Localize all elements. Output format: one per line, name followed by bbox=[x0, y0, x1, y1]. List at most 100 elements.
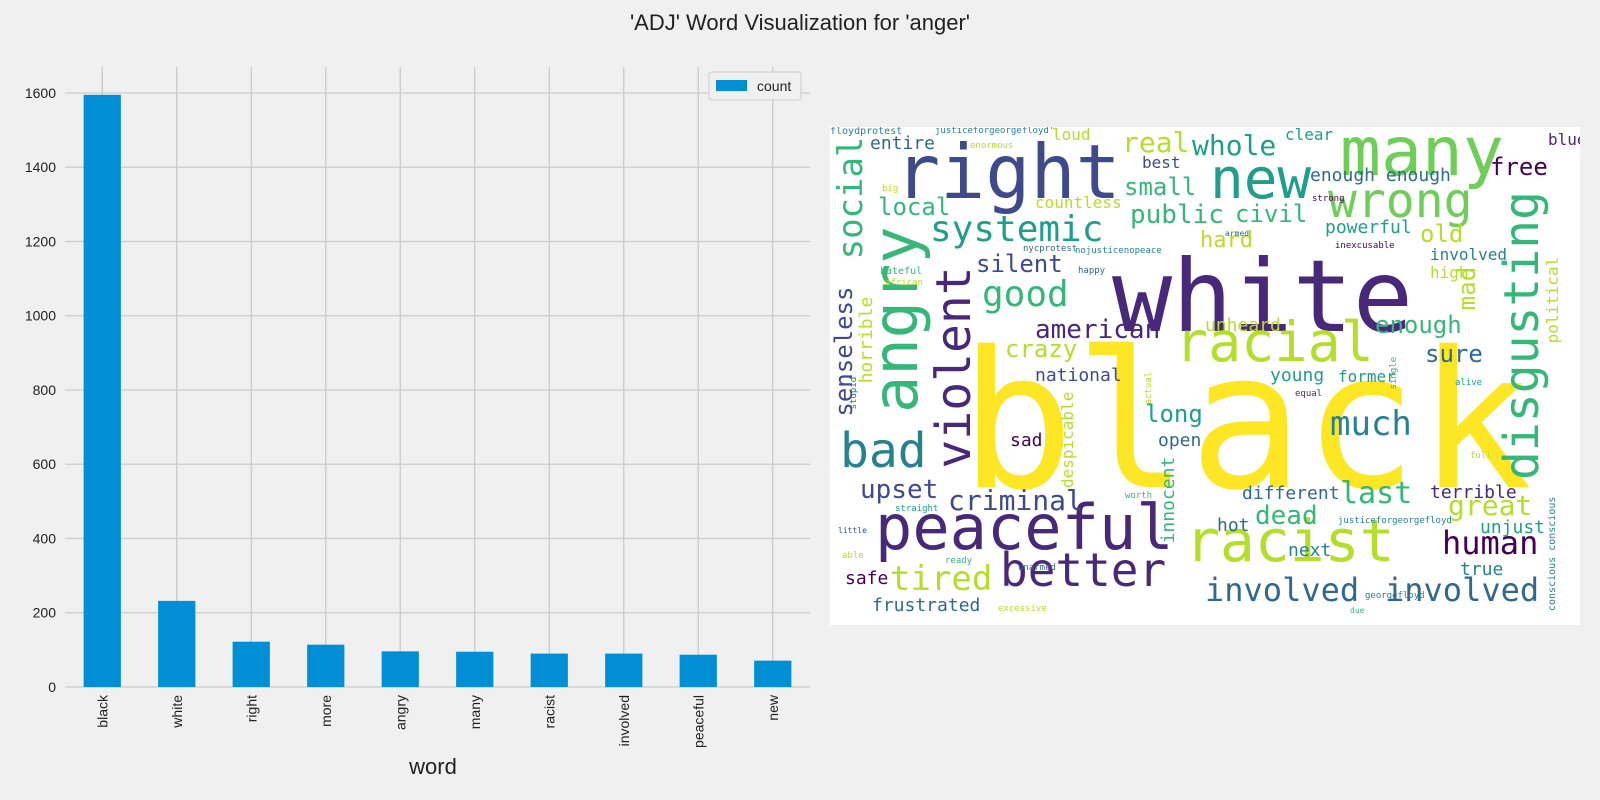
cloud-word-able: able bbox=[842, 551, 864, 561]
cloud-word-long: long bbox=[1145, 400, 1203, 428]
cloud-word-civil: civil bbox=[1235, 200, 1308, 228]
cloud-word-nojusticenopeace: nojusticenopeace bbox=[1075, 246, 1162, 256]
cloud-word-nycprotest: nycprotest bbox=[1023, 244, 1078, 254]
y-axis-ticks: 0 200 400 600 800 1000 1200 1400 1600 bbox=[25, 85, 56, 695]
cloud-word-enough: enough bbox=[1375, 311, 1462, 339]
cloud-word-old: old bbox=[1420, 220, 1464, 248]
cloud-word-real: real bbox=[1122, 127, 1190, 159]
cloud-word-bad: bad bbox=[840, 423, 927, 479]
x-axis-label: word bbox=[408, 754, 457, 779]
cloud-word-inexcusable: inexcusable bbox=[1335, 241, 1395, 251]
cloud-word-violent: violent bbox=[926, 266, 982, 469]
cloud-word-loud: loud bbox=[1052, 127, 1091, 144]
cloud-word-full: full bbox=[1470, 451, 1492, 461]
bar-many bbox=[456, 651, 494, 687]
bar-chart: 0 200 400 600 800 1000 1200 1400 1600 black white… bbox=[25, 67, 810, 779]
cloud-word-open: open bbox=[1158, 430, 1202, 451]
x-tick-label: peaceful bbox=[690, 695, 706, 748]
cloud-word-racist: racist bbox=[1185, 507, 1395, 575]
legend-label: count bbox=[757, 78, 791, 94]
cloud-word-hot: hot bbox=[1217, 515, 1250, 536]
x-tick-label: right bbox=[243, 695, 259, 722]
cloud-word-hateful: hateful bbox=[880, 266, 923, 277]
cloud-word-former: former bbox=[1338, 367, 1396, 386]
cloud-word-national: national bbox=[1035, 365, 1122, 386]
bar-peaceful bbox=[679, 654, 717, 687]
x-tick-label: white bbox=[169, 695, 185, 729]
y-tick-label: 600 bbox=[33, 456, 57, 472]
cloud-word-free: free bbox=[1490, 153, 1548, 181]
cloud-word-single: single bbox=[1389, 356, 1399, 390]
cloud-word-georgefloyd: georgefloyd bbox=[1365, 591, 1425, 601]
cloud-word-hard: hard bbox=[1200, 228, 1253, 253]
cloud-word-systemic: systemic bbox=[930, 209, 1104, 250]
cloud-word-despicable: despicable bbox=[1058, 391, 1077, 488]
cloud-word-young: young bbox=[1270, 365, 1325, 386]
cloud-word-blue: blue bbox=[1548, 130, 1580, 149]
x-tick-label: racist bbox=[541, 695, 557, 729]
bar-racist bbox=[530, 653, 568, 687]
cloud-word-african: african bbox=[885, 278, 923, 288]
cloud-word-powerful: powerful bbox=[1325, 217, 1412, 238]
y-tick-label: 1200 bbox=[25, 233, 56, 249]
cloud-word-strong: strong bbox=[1312, 194, 1345, 204]
cloud-word-white: white bbox=[1112, 238, 1414, 355]
cloud-word-disgusting: disgusting bbox=[1494, 191, 1550, 480]
cloud-word-silent: silent bbox=[976, 250, 1063, 278]
cloud-word-new: new bbox=[1210, 147, 1312, 212]
cloud-word-innocent: innocent bbox=[1158, 456, 1179, 544]
bar-involved bbox=[605, 653, 643, 687]
bar-angry bbox=[381, 651, 419, 687]
cloud-word-little: little bbox=[838, 526, 867, 535]
cloud-word-dead: dead bbox=[1255, 501, 1318, 531]
x-tick-label: angry bbox=[392, 695, 408, 730]
cloud-word-political: political bbox=[1543, 256, 1562, 344]
cloud-word-better: better bbox=[1000, 543, 1167, 597]
cloud-word-unheard: unheard bbox=[1205, 315, 1281, 336]
cloud-word-public: public bbox=[1130, 200, 1224, 230]
cloud-word-justiceforgeorgefloyd-: justiceforgeorgefloyd' bbox=[935, 127, 1055, 136]
cloud-word-upset: upset bbox=[860, 475, 939, 505]
y-tick-label: 400 bbox=[33, 530, 57, 546]
cloud-word-true: true bbox=[1460, 559, 1504, 580]
cloud-word-enormous: enormous bbox=[970, 141, 1014, 151]
x-tick-label: black bbox=[94, 694, 110, 728]
cloud-word-justiceforgeorgefloyd: justiceforgeorgefloyd bbox=[1338, 516, 1452, 526]
cloud-word-crazy: crazy bbox=[1005, 335, 1078, 363]
cloud-word-high: high bbox=[1430, 263, 1469, 282]
cloud-word-human: human bbox=[1442, 524, 1539, 562]
cloud-word-enough-enough: enough enough bbox=[1310, 165, 1451, 186]
bars bbox=[83, 94, 792, 688]
cloud-word-next: next bbox=[1288, 540, 1332, 561]
legend-box bbox=[708, 71, 802, 101]
cloud-word-unarmed: unarmed bbox=[1018, 563, 1056, 573]
cloud-word-straight: straight bbox=[895, 504, 939, 514]
cloud-word-involved: involved bbox=[1205, 571, 1360, 609]
cloud-word-stupid: stupid bbox=[849, 376, 859, 410]
cloud-word-frustrated: frustrated bbox=[872, 595, 981, 616]
cloud-word-racial: racial bbox=[1175, 310, 1374, 374]
figure-title: 'ADJ' Word Visualization for 'anger' bbox=[629, 10, 971, 35]
cloud-word-entire: entire bbox=[870, 133, 936, 154]
bar-white bbox=[158, 600, 196, 687]
cloud-word-involved: involved bbox=[1430, 245, 1508, 264]
y-tick-label: 200 bbox=[33, 605, 57, 621]
cloud-word-worth: worth bbox=[1125, 491, 1153, 501]
x-tick-label: involved bbox=[616, 695, 632, 746]
legend-swatch bbox=[716, 80, 747, 91]
cloud-word-last: last bbox=[1340, 476, 1413, 511]
x-tick-label: new bbox=[765, 694, 781, 721]
cloud-word-happy: happy bbox=[1078, 266, 1106, 276]
cloud-word-american: american bbox=[1035, 315, 1161, 345]
x-axis-ticks: black white right more angry many racist involv… bbox=[94, 694, 781, 748]
cloud-word-excessive: excessive bbox=[998, 604, 1047, 614]
grid-lines bbox=[65, 67, 810, 688]
cloud-word-whole: whole bbox=[1192, 129, 1277, 162]
cloud-word-much: much bbox=[1330, 404, 1412, 444]
cloud-word-conscious-conscious: conscious conscious bbox=[1547, 496, 1558, 611]
cloud-word-different: different bbox=[1242, 483, 1340, 504]
cloud-word-countless: countless bbox=[1035, 193, 1122, 212]
cloud-word-terrible: terrible bbox=[1430, 482, 1517, 503]
cloud-word-alive: alive bbox=[1455, 378, 1483, 388]
y-tick-label: 1000 bbox=[25, 308, 56, 324]
